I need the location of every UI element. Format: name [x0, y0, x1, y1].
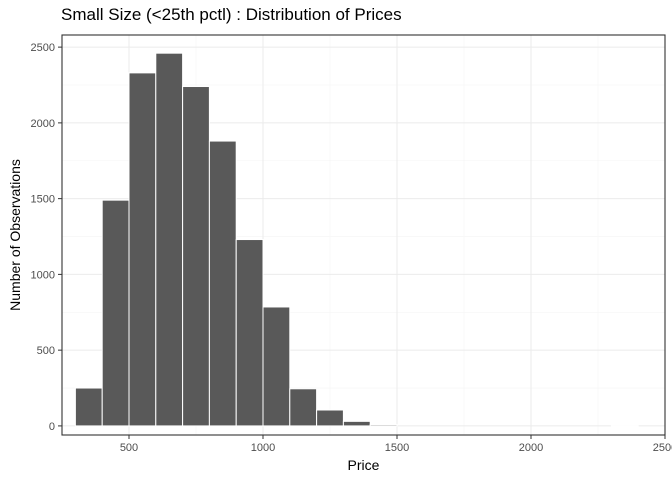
histogram-bar — [262, 306, 291, 427]
y-tick-label: 0 — [49, 421, 55, 433]
y-tick-label: 2500 — [31, 42, 55, 54]
y-tick-label: 1000 — [31, 269, 55, 281]
histogram-bars — [74, 52, 639, 427]
x-tick-label: 2000 — [519, 442, 543, 454]
histogram-bar — [369, 424, 398, 427]
histogram-bar — [316, 409, 344, 427]
y-axis-ticks: 0 500 1000 1500 2000 2500 — [31, 42, 62, 433]
x-axis-title: Price — [348, 457, 380, 473]
x-tick-label: 2500 — [653, 442, 672, 454]
y-tick-label: 500 — [37, 345, 55, 357]
histogram-bar — [610, 425, 639, 427]
histogram-bar — [342, 420, 371, 427]
x-tick-label: 1000 — [251, 442, 275, 454]
histogram-bar — [235, 239, 264, 427]
x-tick-label: 1500 — [385, 442, 409, 454]
histogram-bar — [128, 72, 157, 427]
histogram-bar — [289, 388, 318, 427]
y-tick-label: 1500 — [31, 194, 55, 206]
histogram-bar — [155, 52, 184, 427]
x-axis-ticks: 500 1000 1500 2000 2500 — [120, 435, 672, 454]
histogram-bar — [101, 199, 130, 427]
panel-border — [61, 34, 666, 436]
histogram-bar — [74, 387, 103, 427]
y-tick-label: 2000 — [31, 118, 55, 130]
histogram-bar — [182, 86, 210, 427]
x-tick-label: 500 — [120, 442, 138, 454]
histogram-bar — [208, 140, 237, 427]
y-axis-title: Number of Observations — [7, 159, 23, 311]
chart-title: Small Size (<25th pctl) : Distribution o… — [61, 5, 402, 24]
